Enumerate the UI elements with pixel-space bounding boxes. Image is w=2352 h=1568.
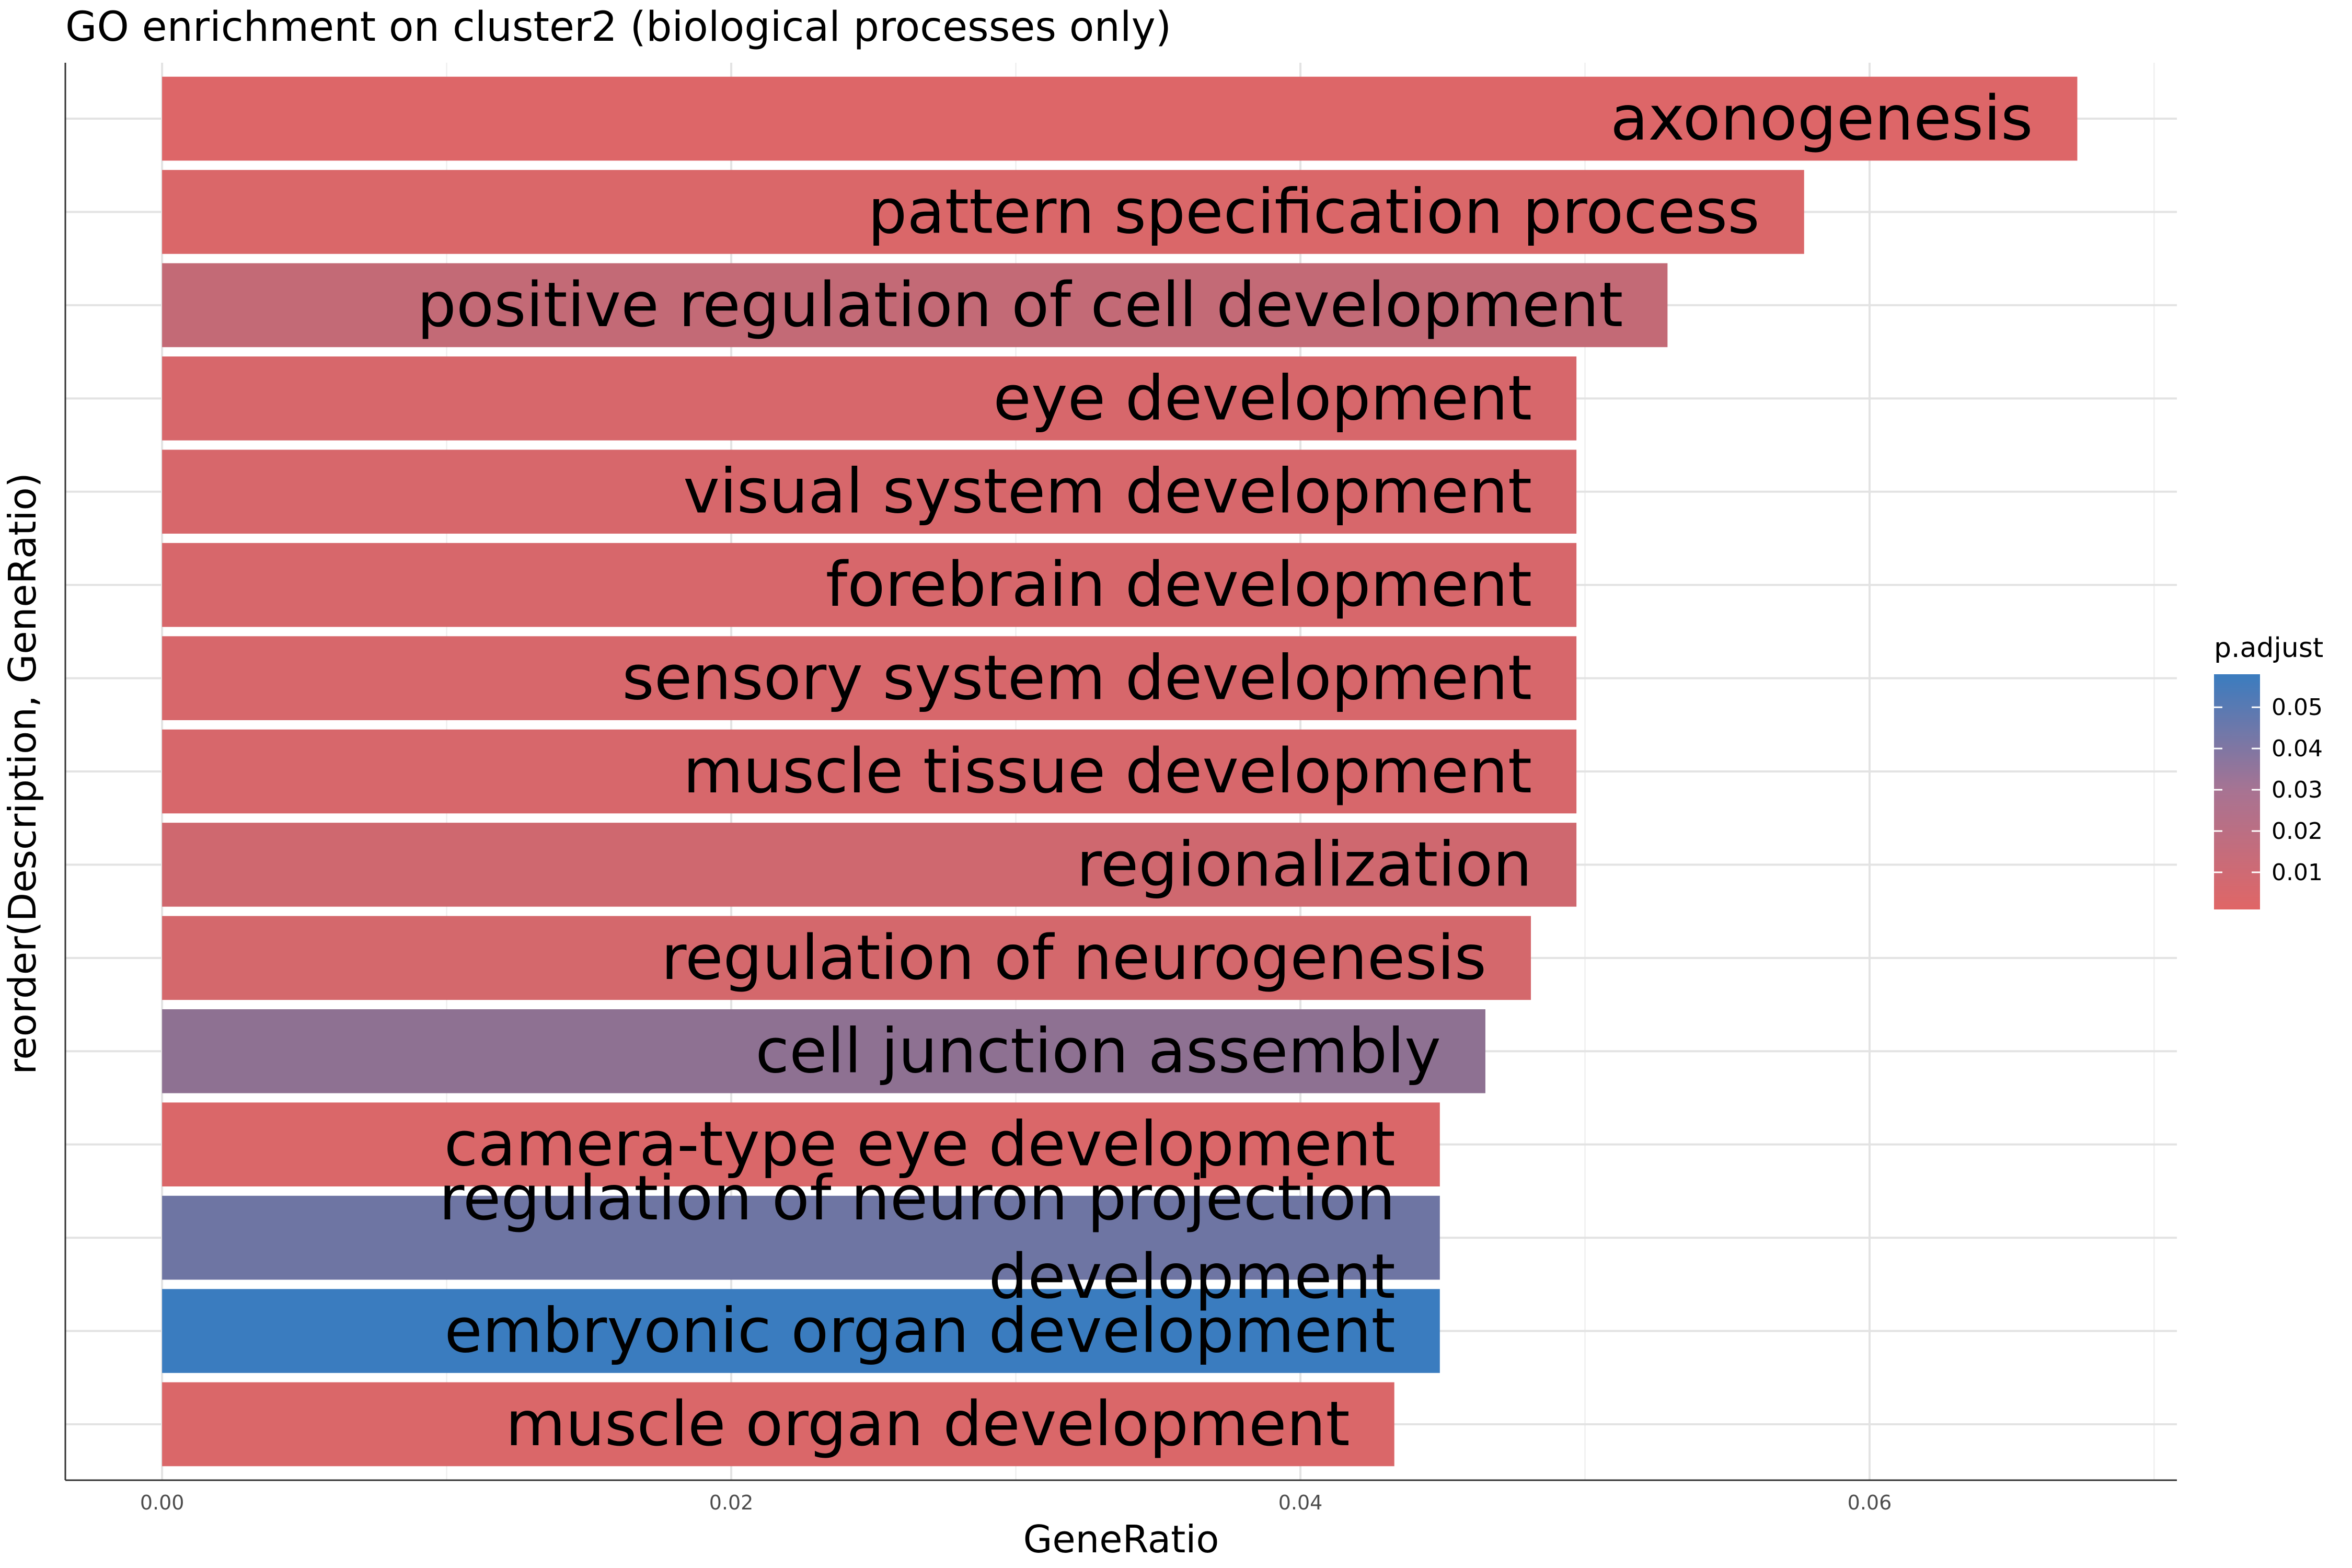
bar (162, 1009, 1485, 1093)
x-tick-label: 0.04 (1278, 1491, 1323, 1514)
bar (162, 636, 1577, 720)
bar (162, 823, 1577, 907)
bar-label: forebrain development (826, 548, 1532, 620)
legend: p.adjust 0.01 0.02 0.03 0.04 0.05 (2214, 632, 2323, 909)
legend-title: p.adjust (2214, 632, 2323, 664)
bar (162, 916, 1531, 1000)
bar (162, 356, 1577, 441)
x-axis-title: GeneRatio (1023, 1517, 1219, 1561)
bar-label: visual system development (683, 455, 1532, 527)
legend-tick-label: 0.04 (2272, 735, 2323, 762)
bar (162, 449, 1577, 534)
legend-tick-label: 0.02 (2272, 818, 2323, 845)
bar-label: muscle organ development (505, 1388, 1350, 1460)
bar (162, 1289, 1440, 1373)
bar-label: muscle tissue development (683, 735, 1532, 807)
bar (162, 263, 1668, 348)
legend-tick-label: 0.05 (2272, 694, 2323, 721)
bar-label: regulation of neuron projection (439, 1162, 1396, 1234)
bar (162, 1382, 1394, 1467)
bar-label: axonogenesis (1610, 82, 2033, 154)
bar-label: regionalization (1077, 828, 1532, 900)
bar-label: pattern specification process (868, 175, 1760, 247)
legend-tick-label: 0.03 (2272, 777, 2323, 803)
legend-ticks: 0.01 0.02 0.03 0.04 0.05 (2214, 694, 2323, 886)
bar (162, 1195, 1440, 1280)
bar (162, 170, 1804, 254)
bars: axonogenesis pattern specification proces… (162, 76, 2078, 1467)
bar (162, 76, 2078, 161)
bar (162, 543, 1577, 627)
y-axis-title: reorder(Description, GeneRatio) (1, 472, 44, 1074)
x-axis-ticks: 0.00 0.02 0.04 0.06 (140, 1491, 1892, 1514)
bar-label: sensory system development (622, 642, 1532, 714)
bar-label: embryonic organ development (444, 1295, 1396, 1367)
bar (162, 729, 1577, 814)
bar-label: eye development (993, 362, 1532, 434)
bar-label: development (988, 1240, 1395, 1312)
x-tick-label: 0.02 (709, 1491, 754, 1514)
bar-label: regulation of neurogenesis (661, 921, 1486, 994)
x-tick-label: 0.06 (1848, 1491, 1892, 1514)
chart-title: GO enrichment on cluster2 (biological pr… (65, 4, 1171, 51)
bar-label: cell junction assembly (755, 1014, 1441, 1087)
bar-label: positive regulation of cell development (417, 269, 1623, 341)
bar (162, 1102, 1440, 1186)
x-tick-label: 0.00 (140, 1491, 185, 1514)
axes (64, 63, 2177, 1481)
legend-tick-label: 0.01 (2272, 859, 2323, 886)
bar-label: camera-type eye development (444, 1108, 1396, 1180)
legend-colorbar (2214, 674, 2260, 909)
